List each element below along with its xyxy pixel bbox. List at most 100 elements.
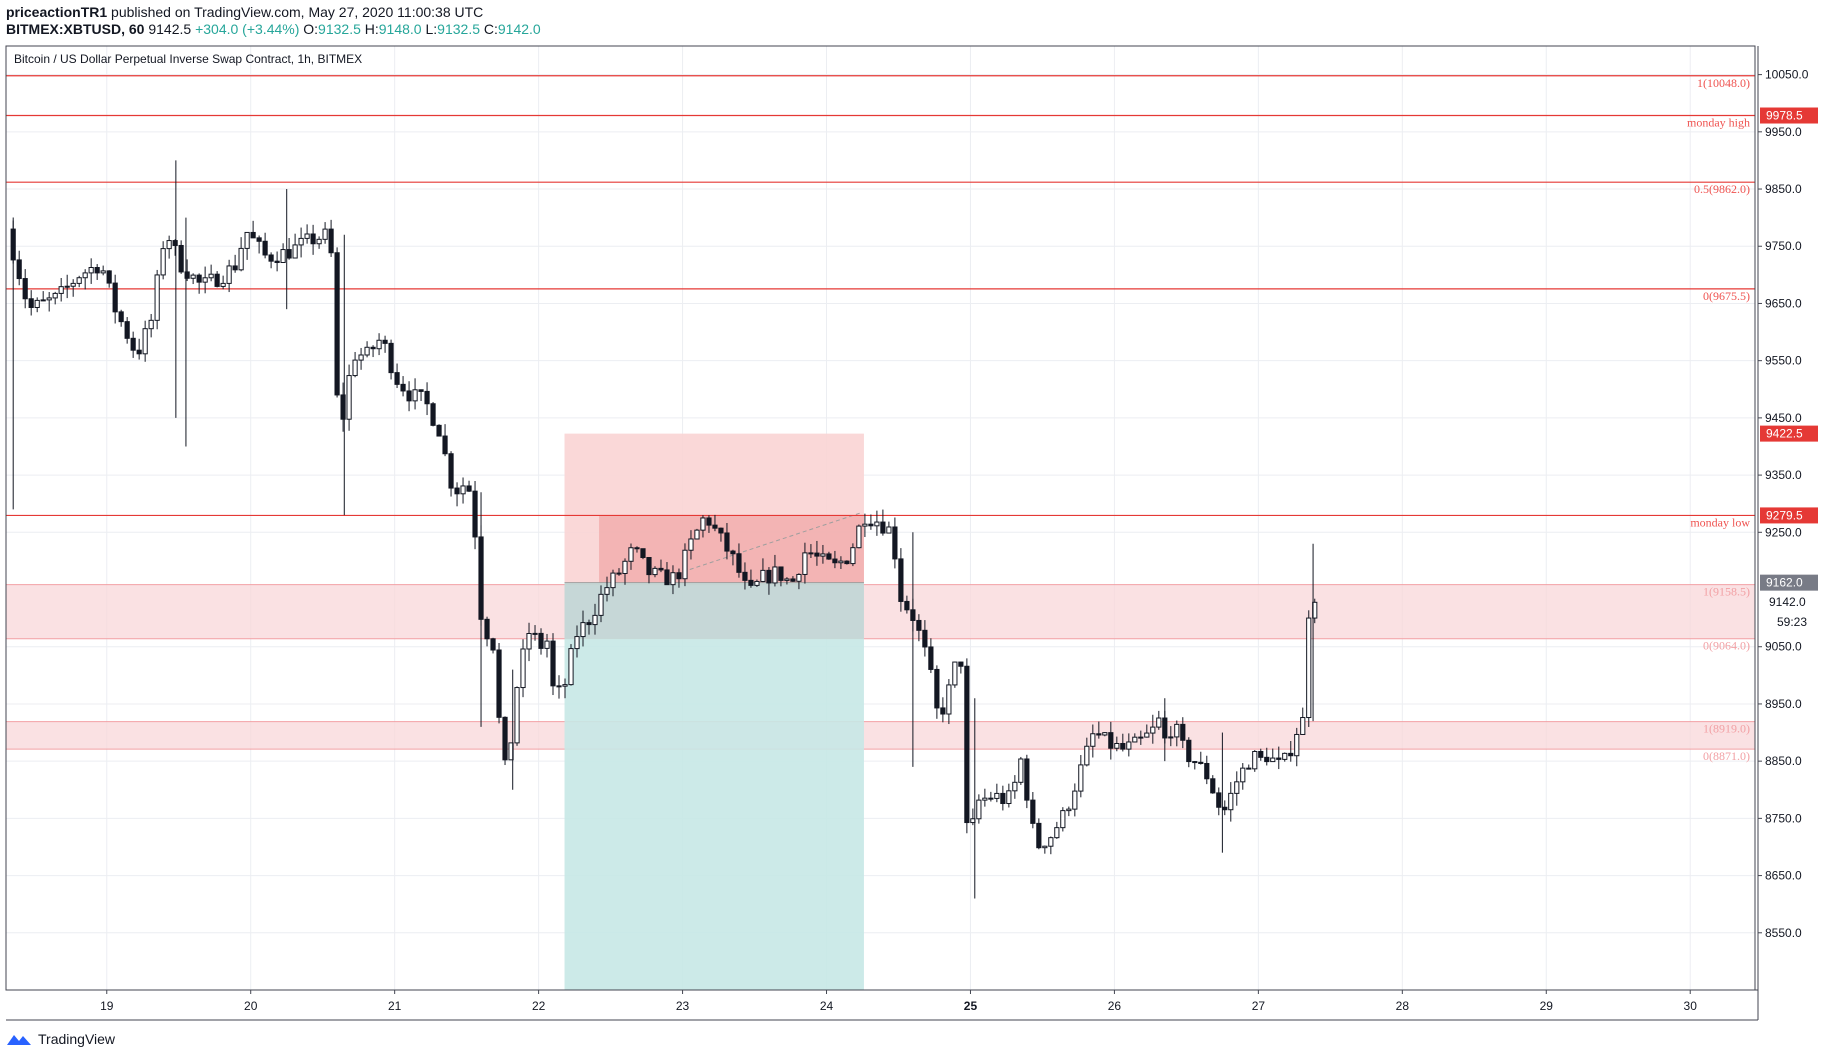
- candle: [514, 686, 520, 746]
- candle: [730, 549, 736, 566]
- candle: [1096, 721, 1102, 739]
- candle: [130, 331, 136, 358]
- level-label: monday high: [1687, 116, 1750, 130]
- candle-body: [1102, 732, 1108, 736]
- candle: [1060, 807, 1066, 832]
- level-lines[interactable]: 1(10048.0) monday high 0.5(9862.0) 0(9675.5…: [6, 75, 1755, 530]
- candle: [1168, 726, 1174, 747]
- candle: [628, 543, 634, 570]
- candle-body: [82, 272, 88, 279]
- candle: [424, 382, 430, 416]
- candle: [244, 231, 250, 260]
- candle: [580, 610, 586, 647]
- candle: [292, 233, 298, 259]
- price-axis[interactable]: 10050.0 9950.0 9850.0 9750.0 9650.0 9550.0 945…: [1758, 68, 1818, 940]
- candle-body: [166, 240, 172, 250]
- candle-body: [370, 346, 376, 350]
- candle: [1084, 737, 1090, 767]
- candle-body: [790, 578, 796, 582]
- candle-body: [1282, 752, 1288, 760]
- candle-body: [526, 633, 532, 650]
- candle: [1300, 707, 1306, 735]
- price-tick-label: 8650.0: [1765, 869, 1802, 883]
- candle-body: [364, 346, 370, 356]
- candle-body: [928, 646, 934, 670]
- candle-body: [1264, 756, 1270, 763]
- candle: [94, 264, 100, 280]
- candle: [1114, 736, 1120, 752]
- level-label: monday low: [1690, 515, 1750, 529]
- candle: [340, 382, 346, 432]
- candle: [454, 482, 460, 507]
- candle-body: [1276, 757, 1282, 760]
- candle: [976, 794, 982, 824]
- candle: [682, 543, 688, 587]
- candle-body: [682, 549, 688, 580]
- short-position-tool[interactable]: [564, 433, 864, 990]
- time-tick-label: 29: [1540, 999, 1554, 1013]
- candle: [856, 524, 862, 549]
- candle-body: [400, 383, 406, 392]
- price-tick-label: 9450.0: [1765, 411, 1802, 425]
- candle-body: [106, 270, 112, 284]
- candle-body: [1114, 742, 1120, 749]
- candle: [58, 277, 64, 302]
- price-tick-label: 9250.0: [1765, 525, 1802, 539]
- candle-body: [40, 299, 46, 302]
- price-tick-label: 9350.0: [1765, 468, 1802, 482]
- candle-body: [208, 273, 214, 279]
- candle: [82, 269, 88, 290]
- candle: [916, 614, 922, 642]
- candle-body: [124, 321, 130, 339]
- candle-body: [934, 668, 940, 709]
- candle: [214, 271, 220, 288]
- candle: [1054, 821, 1060, 839]
- candle: [886, 521, 892, 534]
- candle-body: [1096, 733, 1102, 736]
- candle: [664, 562, 670, 586]
- candle-body: [1132, 736, 1138, 743]
- candle-body: [580, 622, 586, 638]
- candle: [64, 274, 70, 299]
- candle-body: [1072, 790, 1078, 810]
- author-name[interactable]: priceactionTR1: [6, 4, 108, 20]
- candle: [124, 317, 130, 344]
- candle-body: [484, 618, 490, 640]
- candle-body: [802, 552, 808, 575]
- candle-body: [892, 526, 898, 560]
- candle-body: [496, 649, 502, 718]
- candle-body: [322, 228, 328, 240]
- footer-brand[interactable]: TradingView: [38, 1031, 116, 1047]
- candle-body: [358, 354, 364, 361]
- candle-body: [1138, 736, 1144, 739]
- candle-body: [1156, 717, 1162, 728]
- candle: [364, 341, 370, 358]
- candle-body: [862, 523, 868, 527]
- candle: [148, 313, 154, 338]
- time-axis[interactable]: 19 20 21 22 23 24 25 26 27 28 29 30: [100, 990, 1697, 1013]
- candle-body: [778, 566, 784, 581]
- candle-body: [760, 569, 766, 582]
- candle-body: [346, 375, 352, 420]
- candle: [670, 565, 676, 595]
- candle-body: [328, 228, 334, 254]
- candle-body: [16, 259, 22, 280]
- candle: [532, 625, 538, 641]
- candle: [1192, 760, 1198, 770]
- candle-body: [292, 244, 298, 259]
- candle: [1090, 724, 1096, 758]
- level-label: 1(10048.0): [1697, 76, 1750, 90]
- low-value: 9132.5: [437, 21, 480, 37]
- candle: [472, 480, 478, 550]
- candle-body: [58, 286, 64, 294]
- candle: [490, 637, 496, 654]
- symbol-label[interactable]: BITMEX:XBTUSD, 60: [6, 21, 145, 37]
- candle-body: [1144, 732, 1150, 738]
- time-tick-label: 23: [676, 999, 690, 1013]
- candle-body: [232, 265, 238, 271]
- candle-body: [142, 328, 148, 355]
- candle: [1120, 733, 1126, 752]
- candle: [748, 569, 754, 588]
- price-badge: [1760, 574, 1818, 591]
